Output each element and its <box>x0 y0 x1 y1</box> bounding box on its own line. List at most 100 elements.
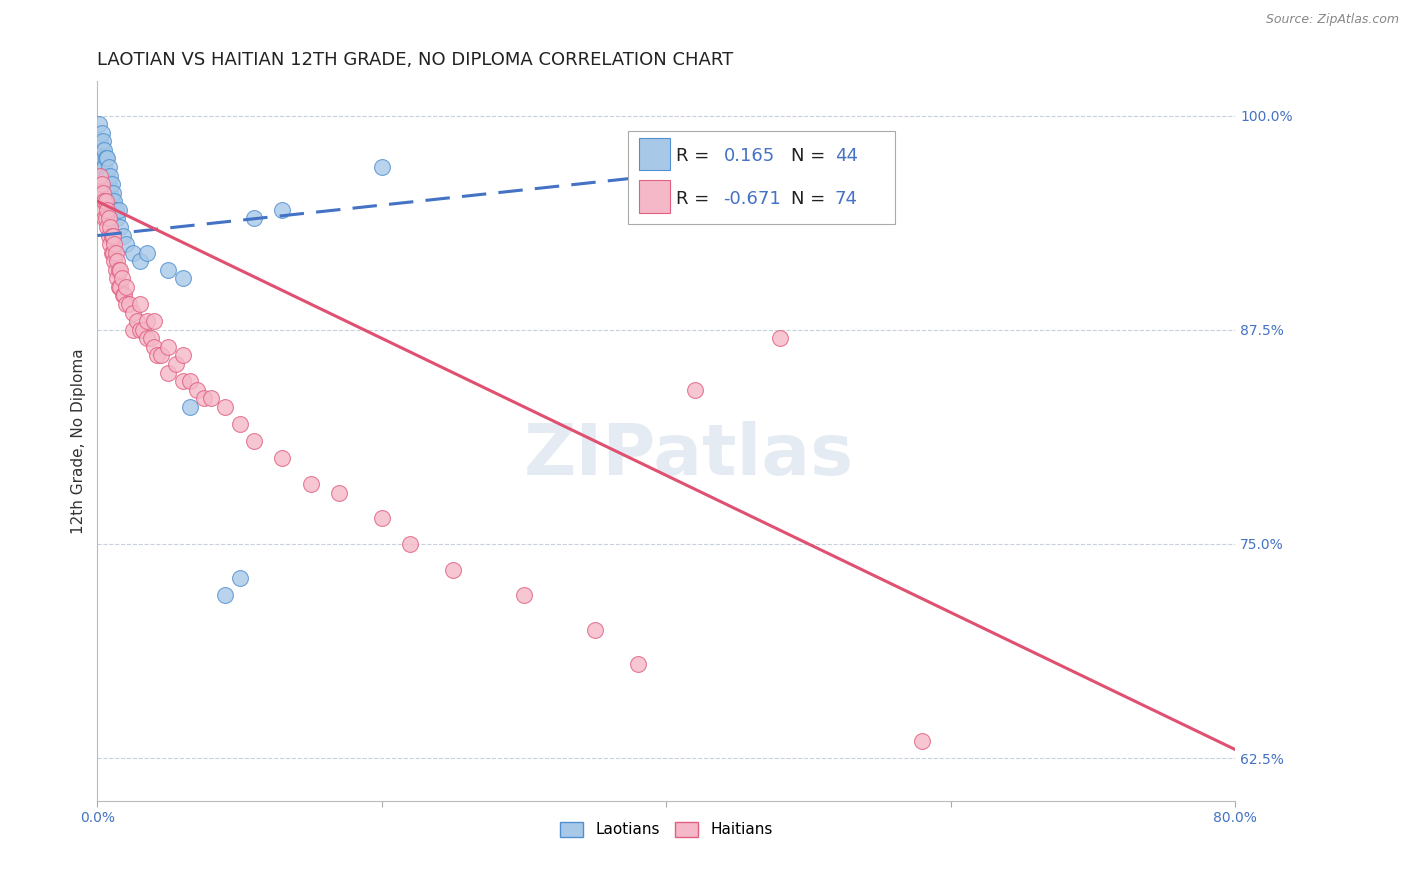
Point <box>98 169 121 183</box>
Point <box>172 374 194 388</box>
Text: LAOTIAN VS HAITIAN 12TH GRADE, NO DIPLOMA CORRELATION CHART: LAOTIAN VS HAITIAN 12TH GRADE, NO DIPLOM… <box>97 51 734 69</box>
Point <box>114 280 136 294</box>
Point <box>107 262 129 277</box>
Point <box>90 160 112 174</box>
Point <box>97 177 120 191</box>
Point <box>911 734 934 748</box>
Point <box>90 126 112 140</box>
Point <box>725 152 748 166</box>
Point <box>98 219 121 234</box>
Point <box>93 211 115 226</box>
Point <box>93 194 115 209</box>
Point <box>97 194 120 209</box>
Point <box>328 485 350 500</box>
Y-axis label: 12th Grade, No Diploma: 12th Grade, No Diploma <box>72 348 86 534</box>
Point <box>91 169 114 183</box>
Point <box>91 202 114 217</box>
Point <box>271 202 294 217</box>
Point <box>136 245 159 260</box>
Point <box>129 323 152 337</box>
Point <box>129 254 152 268</box>
Point <box>112 288 135 302</box>
Text: -0.671: -0.671 <box>724 190 782 208</box>
Point <box>122 323 145 337</box>
Point <box>172 271 194 285</box>
Point <box>100 228 122 243</box>
Point <box>150 348 173 362</box>
Point <box>179 374 201 388</box>
Point <box>271 451 294 466</box>
Point <box>96 152 118 166</box>
Text: 74: 74 <box>835 190 858 208</box>
Point <box>193 392 215 406</box>
Point <box>89 169 111 183</box>
Point <box>96 186 118 200</box>
Text: R =: R = <box>676 190 714 208</box>
Point <box>399 537 422 551</box>
Point <box>94 211 117 226</box>
Point <box>104 202 127 217</box>
Point <box>122 245 145 260</box>
Text: N =: N = <box>792 190 831 208</box>
Point <box>186 383 208 397</box>
Point <box>90 194 112 209</box>
Point <box>98 186 121 200</box>
Point <box>96 169 118 183</box>
Point <box>101 228 124 243</box>
Point <box>91 134 114 148</box>
Point <box>141 331 163 345</box>
Point <box>243 434 266 449</box>
Point <box>157 262 180 277</box>
Point <box>441 563 464 577</box>
Point <box>101 245 124 260</box>
Point <box>371 511 394 525</box>
Point <box>200 392 222 406</box>
Point <box>97 211 120 226</box>
Point <box>627 657 650 671</box>
Point <box>101 186 124 200</box>
Point <box>108 262 131 277</box>
Point <box>243 211 266 226</box>
Point <box>136 314 159 328</box>
Point <box>94 152 117 166</box>
Point <box>228 417 250 431</box>
Point <box>94 169 117 183</box>
Point <box>127 314 149 328</box>
Point <box>103 237 125 252</box>
Point <box>89 186 111 200</box>
Point <box>769 331 792 345</box>
Point <box>96 202 118 217</box>
Point <box>143 340 166 354</box>
Point <box>122 305 145 319</box>
Point <box>111 228 134 243</box>
Point <box>90 177 112 191</box>
Point <box>93 177 115 191</box>
Point <box>371 160 394 174</box>
Point <box>107 202 129 217</box>
Point <box>96 219 118 234</box>
Point <box>114 237 136 252</box>
Point <box>105 211 128 226</box>
Point <box>129 297 152 311</box>
Point <box>146 348 169 362</box>
Text: 44: 44 <box>835 147 858 165</box>
Point <box>93 160 115 174</box>
Legend: Laotians, Haitians: Laotians, Haitians <box>554 815 779 844</box>
Point <box>179 400 201 414</box>
Point <box>172 348 194 362</box>
Point <box>104 245 127 260</box>
Point <box>299 477 322 491</box>
Point <box>143 314 166 328</box>
Point <box>104 262 127 277</box>
Point <box>91 152 114 166</box>
Point <box>157 366 180 380</box>
Point <box>100 245 122 260</box>
Point <box>108 219 131 234</box>
Point <box>98 237 121 252</box>
Point <box>97 228 120 243</box>
Point <box>105 254 128 268</box>
Point <box>94 194 117 209</box>
Point <box>108 280 131 294</box>
Text: ZIPatlas: ZIPatlas <box>524 421 853 490</box>
Point <box>105 271 128 285</box>
